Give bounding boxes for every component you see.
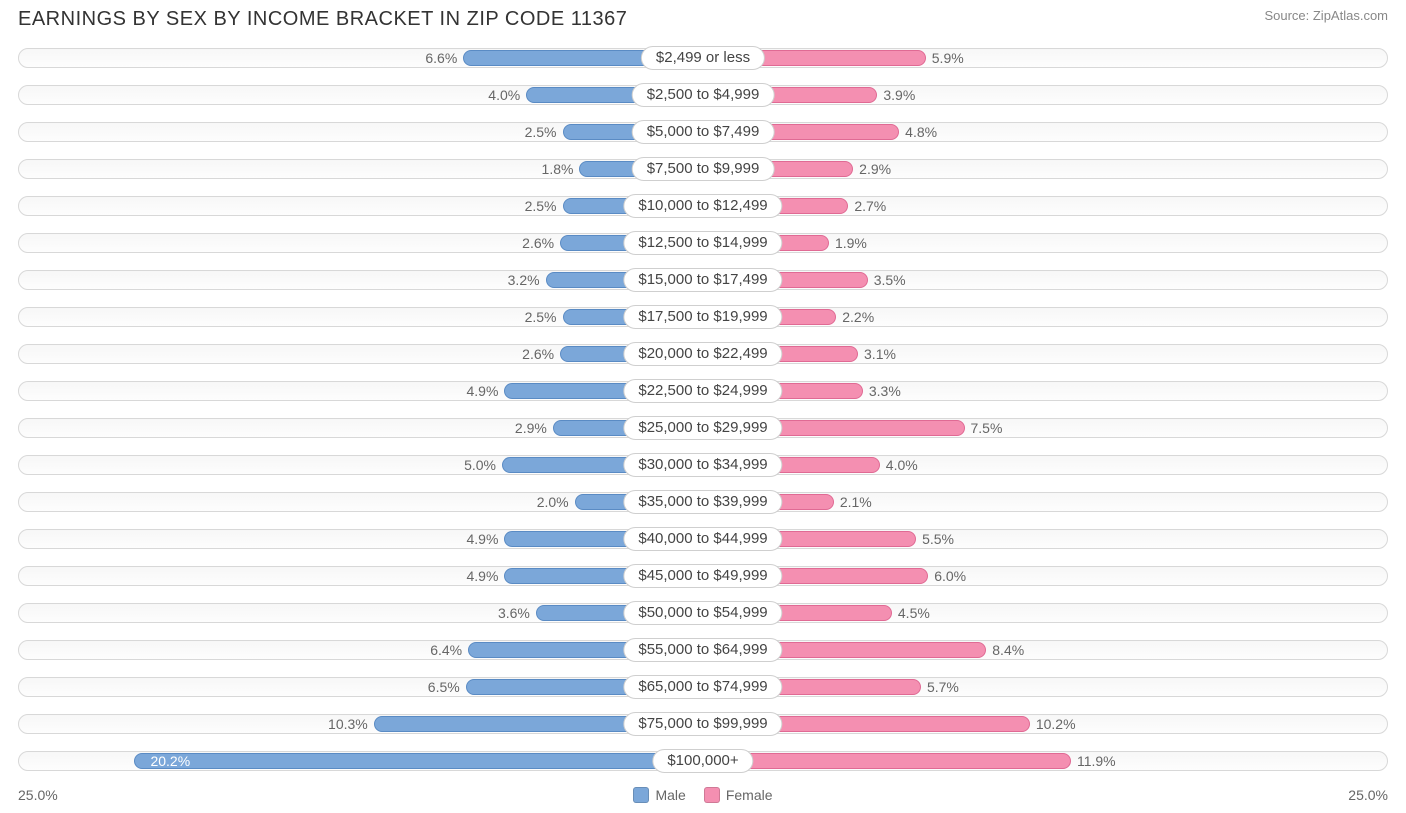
female-pct-label: 8.4% bbox=[992, 640, 1024, 660]
chart-row: $30,000 to $34,999 5.0% 4.0% bbox=[18, 448, 1388, 482]
female-pct-label: 3.3% bbox=[869, 381, 901, 401]
legend: Male Female bbox=[633, 787, 772, 803]
male-pct-label: 6.5% bbox=[428, 677, 460, 697]
female-pct-label: 4.8% bbox=[905, 122, 937, 142]
bracket-label: $45,000 to $49,999 bbox=[623, 564, 782, 588]
chart-row: $2,500 to $4,999 4.0% 3.9% bbox=[18, 78, 1388, 112]
bracket-label: $30,000 to $34,999 bbox=[623, 453, 782, 477]
axis-left-max: 25.0% bbox=[18, 787, 58, 803]
female-pct-label: 3.9% bbox=[883, 85, 915, 105]
bracket-label: $55,000 to $64,999 bbox=[623, 638, 782, 662]
male-pct-label: 4.0% bbox=[488, 85, 520, 105]
male-bar bbox=[134, 753, 703, 769]
bracket-label: $15,000 to $17,499 bbox=[623, 268, 782, 292]
earnings-chart: $2,499 or less 6.6% 5.9% $2,500 to $4,999 4.… bbox=[0, 41, 1406, 778]
chart-row: $100,000+ 20.2% 11.9% bbox=[18, 744, 1388, 778]
axis-right-max: 25.0% bbox=[1348, 787, 1388, 803]
bracket-label: $7,500 to $9,999 bbox=[632, 157, 775, 181]
male-pct-label: 10.3% bbox=[328, 714, 368, 734]
bracket-label: $2,500 to $4,999 bbox=[632, 83, 775, 107]
bracket-label: $17,500 to $19,999 bbox=[623, 305, 782, 329]
legend-male-label: Male bbox=[655, 787, 685, 803]
chart-row: $75,000 to $99,999 10.3% 10.2% bbox=[18, 707, 1388, 741]
chart-row: $45,000 to $49,999 4.9% 6.0% bbox=[18, 559, 1388, 593]
female-swatch-icon bbox=[704, 787, 720, 803]
female-pct-label: 5.5% bbox=[922, 529, 954, 549]
bracket-label: $50,000 to $54,999 bbox=[623, 601, 782, 625]
male-pct-label: 4.9% bbox=[467, 529, 499, 549]
chart-row: $17,500 to $19,999 2.5% 2.2% bbox=[18, 300, 1388, 334]
female-pct-label: 5.9% bbox=[932, 48, 964, 68]
chart-source: Source: ZipAtlas.com bbox=[1264, 8, 1388, 23]
female-pct-label: 2.7% bbox=[854, 196, 886, 216]
female-pct-label: 5.7% bbox=[927, 677, 959, 697]
bracket-label: $5,000 to $7,499 bbox=[632, 120, 775, 144]
male-pct-label: 2.6% bbox=[522, 233, 554, 253]
chart-row: $22,500 to $24,999 4.9% 3.3% bbox=[18, 374, 1388, 408]
female-pct-label: 10.2% bbox=[1036, 714, 1076, 734]
legend-female-label: Female bbox=[726, 787, 773, 803]
male-pct-label: 2.5% bbox=[525, 122, 557, 142]
female-bar bbox=[703, 753, 1071, 769]
bracket-label: $12,500 to $14,999 bbox=[623, 231, 782, 255]
female-pct-label: 3.1% bbox=[864, 344, 896, 364]
bracket-label: $22,500 to $24,999 bbox=[623, 379, 782, 403]
male-pct-label: 6.4% bbox=[430, 640, 462, 660]
male-pct-label: 2.9% bbox=[515, 418, 547, 438]
bracket-label: $65,000 to $74,999 bbox=[623, 675, 782, 699]
chart-row: $40,000 to $44,999 4.9% 5.5% bbox=[18, 522, 1388, 556]
bracket-label: $10,000 to $12,499 bbox=[623, 194, 782, 218]
chart-row: $50,000 to $54,999 3.6% 4.5% bbox=[18, 596, 1388, 630]
female-pct-label: 1.9% bbox=[835, 233, 867, 253]
chart-row: $10,000 to $12,499 2.5% 2.7% bbox=[18, 189, 1388, 223]
female-pct-label: 2.1% bbox=[840, 492, 872, 512]
bracket-label: $100,000+ bbox=[652, 749, 753, 773]
bracket-label: $40,000 to $44,999 bbox=[623, 527, 782, 551]
bracket-label: $20,000 to $22,499 bbox=[623, 342, 782, 366]
chart-header: EARNINGS BY SEX BY INCOME BRACKET IN ZIP… bbox=[0, 0, 1406, 41]
male-pct-label: 3.6% bbox=[498, 603, 530, 623]
male-pct-label: 3.2% bbox=[508, 270, 540, 290]
female-pct-label: 7.5% bbox=[971, 418, 1003, 438]
chart-row: $15,000 to $17,499 3.2% 3.5% bbox=[18, 263, 1388, 297]
male-swatch-icon bbox=[633, 787, 649, 803]
female-pct-label: 2.2% bbox=[842, 307, 874, 327]
male-pct-label: 4.9% bbox=[467, 381, 499, 401]
chart-row: $20,000 to $22,499 2.6% 3.1% bbox=[18, 337, 1388, 371]
male-pct-label: 2.5% bbox=[525, 307, 557, 327]
male-pct-label: 2.6% bbox=[522, 344, 554, 364]
bracket-label: $35,000 to $39,999 bbox=[623, 490, 782, 514]
male-pct-label: 5.0% bbox=[464, 455, 496, 475]
legend-female: Female bbox=[704, 787, 773, 803]
female-pct-label: 4.5% bbox=[898, 603, 930, 623]
male-pct-label: 1.8% bbox=[542, 159, 574, 179]
chart-row: $65,000 to $74,999 6.5% 5.7% bbox=[18, 670, 1388, 704]
legend-male: Male bbox=[633, 787, 685, 803]
bracket-label: $2,499 or less bbox=[641, 46, 765, 70]
bracket-label: $75,000 to $99,999 bbox=[623, 712, 782, 736]
chart-row: $5,000 to $7,499 2.5% 4.8% bbox=[18, 115, 1388, 149]
male-pct-label: 2.0% bbox=[537, 492, 569, 512]
chart-row: $7,500 to $9,999 1.8% 2.9% bbox=[18, 152, 1388, 186]
chart-row: $25,000 to $29,999 2.9% 7.5% bbox=[18, 411, 1388, 445]
chart-title: EARNINGS BY SEX BY INCOME BRACKET IN ZIP… bbox=[18, 8, 627, 31]
female-pct-label: 6.0% bbox=[934, 566, 966, 586]
male-pct-label: 4.9% bbox=[467, 566, 499, 586]
female-pct-label: 2.9% bbox=[859, 159, 891, 179]
chart-footer: 25.0% Male Female 25.0% bbox=[0, 781, 1406, 803]
chart-row: $2,499 or less 6.6% 5.9% bbox=[18, 41, 1388, 75]
female-pct-label: 4.0% bbox=[886, 455, 918, 475]
bracket-label: $25,000 to $29,999 bbox=[623, 416, 782, 440]
female-pct-label: 11.9% bbox=[1077, 751, 1116, 771]
chart-row: $35,000 to $39,999 2.0% 2.1% bbox=[18, 485, 1388, 519]
chart-row: $55,000 to $64,999 6.4% 8.4% bbox=[18, 633, 1388, 667]
male-pct-label: 20.2% bbox=[150, 751, 190, 771]
male-pct-label: 2.5% bbox=[525, 196, 557, 216]
chart-row: $12,500 to $14,999 2.6% 1.9% bbox=[18, 226, 1388, 260]
female-pct-label: 3.5% bbox=[874, 270, 906, 290]
male-pct-label: 6.6% bbox=[425, 48, 457, 68]
